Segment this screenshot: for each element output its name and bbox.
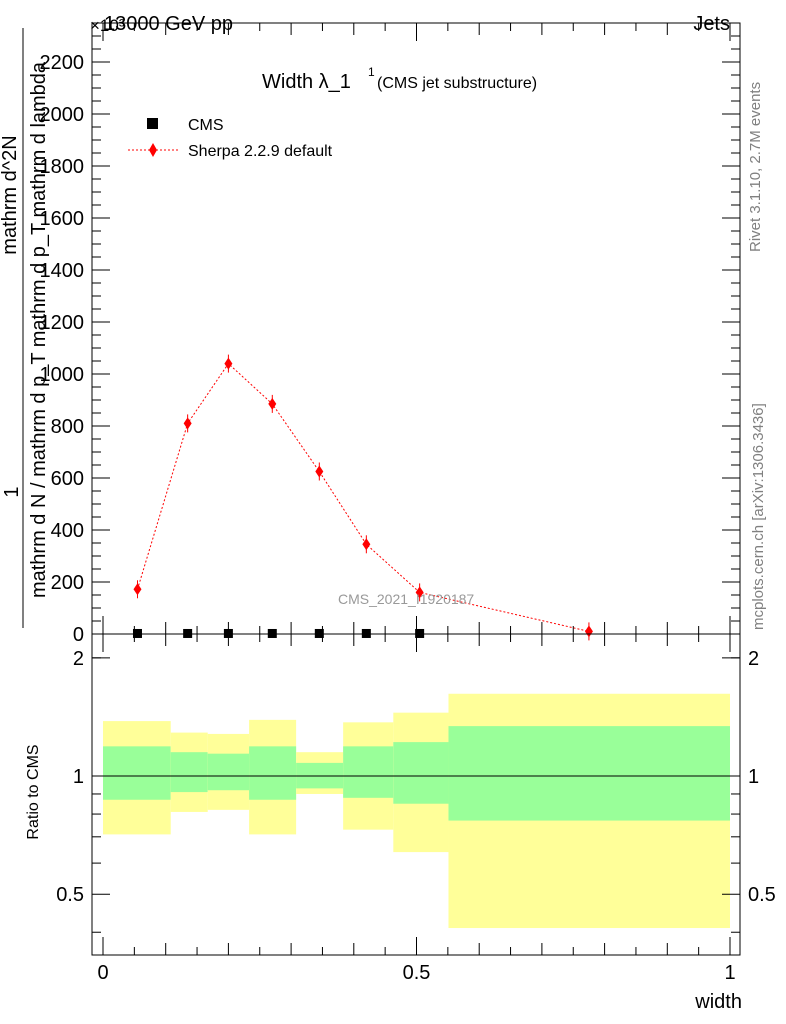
sherpa-point (415, 586, 424, 599)
sherpa-line (137, 362, 590, 632)
ylabel-denominator: mathrm d N / mathrm d p_T mathrm d p_T m… (28, 61, 50, 598)
sherpa-point (268, 397, 277, 410)
cms-point (415, 628, 425, 638)
ratio-band-green (207, 753, 250, 791)
y-tick-label: 0 (73, 624, 84, 646)
xlabel: width (694, 991, 742, 1013)
mcplots-label: mcplots.cern.ch [arXiv:1306.3436] (750, 403, 767, 630)
x-tick-label: 1 (724, 962, 735, 984)
ratio-y-tick-label: 0.5 (56, 884, 84, 906)
x-tick-label: 0 (97, 962, 108, 984)
sherpa-point (183, 417, 192, 430)
y-tick-label: 1400 (40, 260, 85, 282)
y-tick-label: 400 (51, 520, 84, 542)
cms-point (361, 628, 371, 638)
cms-point (223, 628, 233, 638)
y-tick-label: 1800 (40, 156, 85, 178)
ratio-y-tick-label: 2 (73, 648, 84, 670)
ratio-y-tick-label-right: 1 (748, 766, 759, 788)
ratio-panel: 0 0.5 1 0.5 0.5 1 1 2 2 (56, 633, 776, 984)
y-tick-label: 1200 (40, 312, 85, 334)
ratio-band-green (249, 746, 297, 800)
legend-cms-marker (147, 118, 158, 129)
cms-point (132, 628, 142, 638)
ratio-band-green (393, 742, 449, 804)
ratio-band-green (170, 752, 208, 793)
ratio-band-green (448, 726, 730, 821)
ratio-ylabel: Ratio to CMS (25, 744, 42, 839)
ylabel-numerator2: mathrm d^2N (0, 135, 21, 254)
sherpa-point (584, 625, 593, 638)
chart-title: Width λ_1 (262, 71, 351, 93)
ratio-band-green (103, 746, 171, 800)
ratio-band-green (343, 746, 394, 798)
x-tick-label: 0.5 (403, 962, 431, 984)
cms-point (314, 628, 324, 638)
y-tick-label: 600 (51, 468, 84, 490)
y-exponent: ×10³ (90, 16, 125, 35)
sherpa-point (133, 583, 142, 596)
cms-point (183, 628, 193, 638)
y-tick-label: 1600 (40, 208, 85, 230)
cms-point (267, 628, 277, 638)
legend-sherpa-marker (149, 143, 157, 157)
header-right: Jets (693, 13, 730, 35)
ylabel-numerator: 1 (1, 486, 23, 497)
chart-subtitle: (CMS jet substructure) (377, 75, 537, 92)
y-tick-label: 200 (51, 572, 84, 594)
y-tick-label: 2000 (40, 104, 85, 126)
y-tick-label: 2200 (40, 52, 85, 74)
ratio-y-tick-label-right: 0.5 (748, 884, 776, 906)
ratio-y-tick-label-right: 2 (748, 648, 759, 670)
y-tick-label: 800 (51, 416, 84, 438)
legend-sherpa-label: Sherpa 2.2.9 default (188, 143, 333, 160)
rivet-label: Rivet 3.1.10, 2.7M events (747, 82, 764, 252)
y-tick-label: 1000 (40, 364, 85, 386)
sherpa-point (315, 465, 324, 478)
sherpa-point (224, 357, 233, 370)
main-panel: 0 200 400 600 800 1000 1200 1400 1600 1800 2000 220… (40, 22, 741, 646)
main-frame (91, 22, 741, 635)
legend-cms-label: CMS (188, 117, 224, 134)
ratio-y-tick-label: 1 (73, 766, 84, 788)
sherpa-point (362, 538, 371, 551)
watermark: CMS_2021_I1920187 (338, 591, 474, 607)
chart-title-superscript: 1 (368, 65, 375, 79)
header-left: 13000 GeV pp (104, 13, 233, 35)
